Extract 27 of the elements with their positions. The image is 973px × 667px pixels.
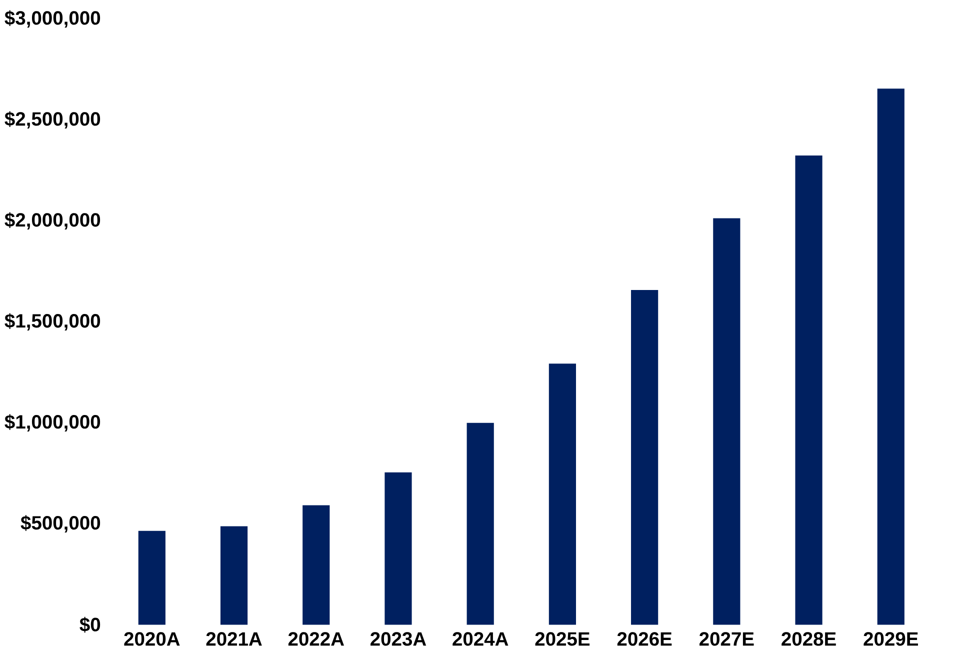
x-tick-label: 2025E xyxy=(535,632,590,646)
bar xyxy=(713,218,740,625)
bar xyxy=(877,88,904,625)
bar xyxy=(548,364,576,625)
x-tick-label: 2021A xyxy=(206,632,262,646)
bar xyxy=(138,531,166,625)
y-tick-label: $1,000,000 xyxy=(4,414,100,432)
x-tick-label: 2020A xyxy=(124,632,180,646)
bar xyxy=(795,156,822,625)
bar xyxy=(384,472,412,625)
x-tick-label: 2022A xyxy=(288,632,344,646)
x-tick-label: 2024A xyxy=(452,632,508,646)
bar xyxy=(220,526,248,625)
y-tick-label: $3,000,000 xyxy=(4,10,100,28)
y-tick-label: $2,000,000 xyxy=(4,212,100,230)
x-tick-label: 2023A xyxy=(370,632,426,646)
x-tick-label: 2027E xyxy=(699,632,754,646)
x-tick-label: 2026E xyxy=(617,632,672,646)
y-tick-label: $2,500,000 xyxy=(4,111,100,129)
y-tick-label: $500,000 xyxy=(20,515,100,533)
y-tick-label: $1,500,000 xyxy=(4,313,100,331)
bar xyxy=(466,423,494,625)
x-tick-label: 2029E xyxy=(864,632,918,646)
bar xyxy=(631,290,658,625)
bar xyxy=(302,505,330,625)
y-tick-label: $0 xyxy=(80,617,100,633)
x-tick-label: 2028E xyxy=(782,632,836,646)
